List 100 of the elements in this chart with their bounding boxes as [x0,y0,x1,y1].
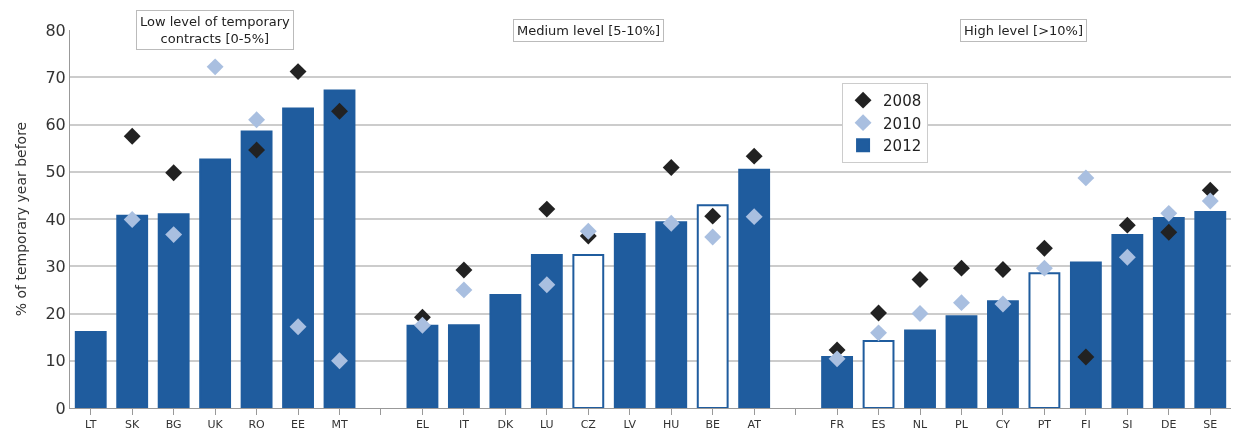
point [1118,216,1136,234]
point [206,58,224,76]
legend-label: 2012 [883,137,922,156]
point [123,127,141,145]
point [994,295,1012,313]
bar [157,213,190,408]
bar [323,89,356,408]
bar [406,324,439,408]
x-tick-label: RO [248,418,266,432]
bar [74,330,107,408]
x-tick-label: NL [912,418,929,432]
bar [655,221,688,408]
y-tick-label: 50 [45,162,66,182]
x-tick-label: AT [747,418,762,432]
x-tick-label: PT [1037,418,1052,432]
x-tick-label: CY [995,418,1011,432]
point [704,207,722,225]
point [1118,248,1136,266]
x-tick-label: ES [871,418,886,432]
point [289,318,307,336]
bar [1194,210,1227,408]
x-tick-label: SE [1203,418,1218,432]
x-tick-label: UK [207,418,224,432]
bar [116,214,149,408]
bar [821,355,854,408]
bar [572,253,605,408]
point [538,276,556,294]
x-tick-label: SI [1122,418,1133,432]
bar [1069,261,1102,408]
point [1077,169,1095,187]
bar [447,324,480,408]
point [745,147,763,165]
point [579,222,597,240]
point [455,281,473,299]
x-tick-label: CZ [580,418,597,432]
legend-label: 2008 [883,92,922,111]
point [1160,204,1178,222]
bar [1152,217,1185,408]
x-tick-label: MT [331,418,348,432]
point [455,261,473,279]
annotation: Low level of temporary contracts [0-5%] [140,14,291,46]
point [123,211,141,228]
bar [987,300,1019,408]
point [745,208,763,226]
point [165,164,183,182]
y-tick-label: 80 [45,20,66,40]
bar [1111,234,1144,408]
bar [530,253,563,408]
point [953,259,970,277]
annotation: High level [>10%] [964,23,1083,38]
y-tick-label: 20 [45,304,66,324]
y-tick-label: 40 [45,209,66,229]
point [165,226,183,244]
point [248,141,266,159]
bar [613,233,646,408]
point [870,324,887,342]
point [331,352,348,370]
x-tick-label: EL [415,418,430,432]
point [828,350,846,368]
point [248,111,266,129]
bar [240,130,273,408]
y-tick-label: 0 [55,398,66,418]
bar [282,107,314,408]
point [662,159,680,176]
bar [1028,272,1061,408]
point [704,228,722,246]
x-tick-label: DE [1161,418,1177,432]
x-tick-label: BG [165,418,182,432]
x-tick-label: EE [291,418,306,432]
bar [696,204,729,408]
x-tick-label: FR [830,418,845,432]
x-tick-label: SK [125,418,141,432]
bar [738,168,771,408]
y-tick-label: 30 [45,256,66,276]
point [1201,192,1219,210]
annotation: Medium level [5-10%] [517,23,661,38]
x-tick-label: LU [540,418,554,432]
point [1160,223,1178,241]
x-tick-label: PL [955,418,969,432]
point [1035,239,1053,257]
bar [862,339,895,408]
bar [945,315,978,408]
x-tick-label: LV [623,418,637,432]
y-axis-title: % of temporary year before [13,121,30,317]
bar [199,158,232,408]
point [1077,348,1095,366]
point [538,200,556,218]
y-tick-label: 10 [45,351,66,371]
point [911,271,929,288]
x-tick-label: IT [458,418,470,432]
point [870,304,887,322]
point [331,102,348,120]
point [289,63,307,81]
bar [489,294,522,408]
legend-label: 2010 [883,114,922,133]
point [911,305,929,322]
point [414,316,431,334]
point [953,294,970,312]
x-tick-label: HU [663,418,680,432]
point [662,214,680,232]
